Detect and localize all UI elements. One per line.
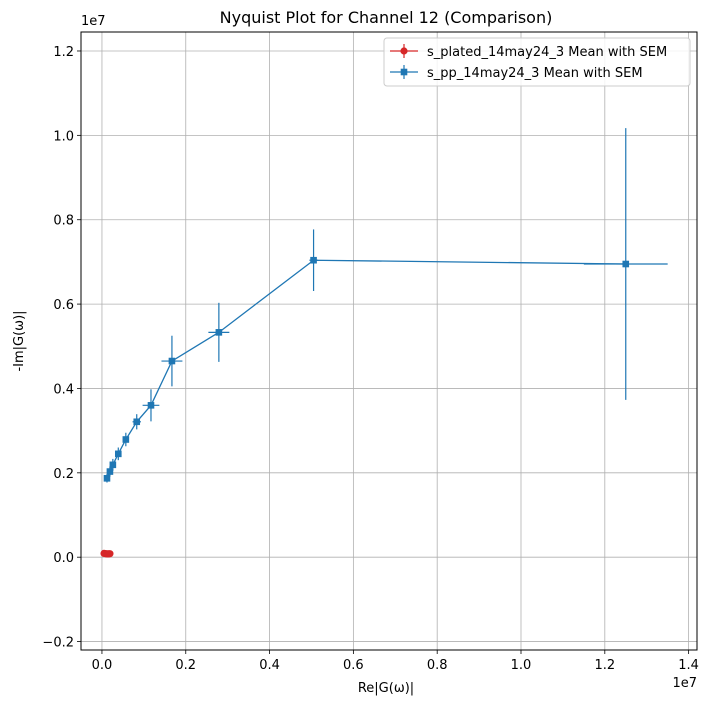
legend-label: s_pp_14may24_3 Mean with SEM	[427, 66, 643, 81]
y-tick-label: 0.6	[53, 298, 74, 313]
series-line	[106, 259, 626, 479]
legend-marker	[400, 47, 408, 55]
y-axis-offset-label: 1e7	[81, 14, 106, 29]
data-point	[310, 256, 317, 264]
tick-layer: 0.0 0.2 0.4 0.6 0.8 1.0 1.2 1.4 −0.2 0.0 0.2 0.4 0.6…	[42, 45, 699, 673]
chart-title: Nyquist Plot for Channel 12 (Comparison)	[220, 8, 553, 27]
plot-frame	[80, 31, 698, 651]
data-point	[122, 436, 130, 443]
y-tick-label: 0.8	[53, 214, 74, 229]
y-tick-label: −0.2	[42, 636, 74, 651]
x-tick-label: 0.6	[343, 658, 364, 673]
data-point	[622, 260, 630, 268]
legend-entry: s_pp_14may24_3 Mean with SEM	[390, 65, 643, 81]
x-tick-label: 0.4	[259, 658, 280, 673]
x-tick-label: 1.0	[511, 658, 532, 673]
series-0	[100, 549, 114, 558]
y-tick-label: 1.0	[53, 129, 74, 144]
data-point	[103, 475, 111, 482]
legend-entry: s_plated_14may24_3 Mean with SEM	[390, 44, 667, 60]
y-tick-label: 1.2	[53, 45, 74, 60]
x-axis-label: Re|G(ω)|	[358, 681, 414, 696]
legend-box	[383, 37, 691, 87]
series-layer	[100, 128, 668, 558]
data-point	[168, 357, 176, 365]
x-tick-label: 0.2	[175, 658, 196, 673]
grid-lines	[81, 32, 697, 650]
x-axis-offset-label: 1e7	[672, 676, 697, 691]
data-point	[133, 418, 141, 426]
x-tick-label: 1.4	[678, 658, 699, 673]
legend: s_plated_14may24_3 Mean with SEM s_pp_14m…	[383, 37, 691, 87]
y-tick-label: 0.0	[53, 551, 74, 566]
legend-marker	[400, 68, 408, 76]
data-point	[106, 468, 114, 475]
data-point	[215, 329, 223, 336]
x-tick-label: 1.2	[594, 658, 615, 673]
y-axis-label: -Im|G(ω)|	[12, 310, 27, 371]
data-point	[106, 550, 114, 558]
data-point	[109, 461, 117, 469]
y-tick-label: 0.2	[53, 467, 74, 482]
data-point	[147, 402, 155, 409]
data-point	[114, 450, 122, 458]
y-tick-label: 0.4	[53, 382, 74, 397]
series-1	[103, 128, 668, 483]
legend-label: s_plated_14may24_3 Mean with SEM	[427, 45, 667, 60]
x-tick-label: 0.8	[427, 658, 448, 673]
x-tick-label: 0.0	[92, 658, 113, 673]
